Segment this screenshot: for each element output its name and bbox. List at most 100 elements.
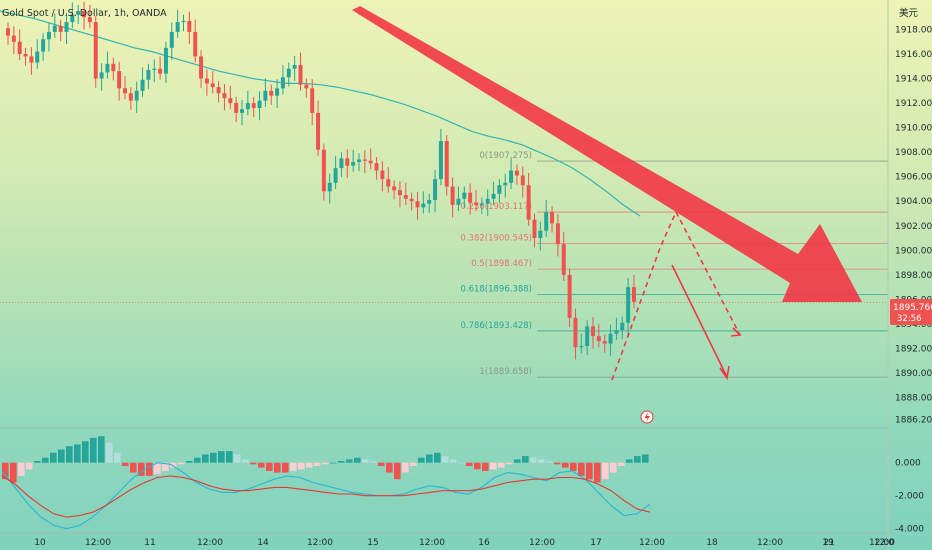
candle: [538, 221, 543, 251]
candle: [169, 22, 174, 61]
candle: [345, 149, 350, 178]
candle-body: [497, 185, 502, 194]
macd-histogram-bar: [322, 462, 329, 465]
candle: [17, 29, 22, 61]
fib-level-label: 0.786(1893.428): [460, 321, 532, 331]
macd-histogram-bar: [594, 462, 601, 483]
candle-body: [152, 68, 157, 70]
macd-histogram-bar: [82, 441, 89, 463]
candle-body: [35, 51, 40, 63]
candle-body: [479, 203, 484, 205]
candle-body: [380, 170, 385, 180]
macd-histogram-bar: [122, 462, 129, 466]
candle-body: [158, 68, 163, 74]
time-tick-label: 10: [34, 538, 46, 548]
candle: [444, 134, 449, 196]
projection-lines[interactable]: [611, 210, 742, 381]
macd-histogram-bar: [34, 461, 41, 463]
macd-histogram-bar: [458, 462, 465, 464]
candle: [105, 51, 110, 79]
candle: [427, 193, 432, 213]
candle-body: [263, 90, 268, 101]
candle-body: [163, 47, 168, 74]
candle: [596, 323, 601, 348]
candle: [128, 87, 133, 110]
macd-histogram-bar: [434, 452, 441, 463]
macd-histogram-bar: [18, 462, 25, 476]
candle: [58, 19, 63, 42]
macd-histogram-bar: [290, 462, 297, 471]
macd-histogram-bar: [466, 462, 473, 466]
candle: [240, 100, 244, 126]
candle: [234, 96, 239, 123]
macd-histogram-bar: [370, 461, 377, 463]
time-tick-label: 12:00: [419, 538, 445, 548]
candle: [438, 128, 443, 186]
candle-body: [397, 190, 402, 196]
candle-body: [567, 274, 572, 318]
candle: [392, 180, 397, 200]
time-tick-label: 11: [144, 538, 155, 548]
candle: [316, 100, 321, 156]
dashed-projection-head: [730, 327, 742, 337]
candle-body: [199, 56, 204, 79]
macd-histogram-bar: [570, 462, 577, 471]
candle-body: [275, 88, 280, 96]
bearish-arrow[interactable]: [352, 6, 862, 302]
macd-histogram-bar: [250, 462, 257, 465]
candle-body: [468, 192, 473, 203]
price-tick-label: 1918.000: [895, 25, 932, 35]
candlesticks[interactable]: [6, 1, 636, 360]
candle-body: [357, 159, 361, 162]
candle: [245, 90, 250, 116]
macd-histogram-bar: [538, 459, 545, 463]
alert-flash-icon[interactable]: [640, 410, 654, 424]
candle: [386, 166, 391, 193]
candle: [620, 316, 625, 340]
macd-pane[interactable]: 0.000 -2.000 -4.000: [0, 427, 924, 535]
macd-histogram-bar: [514, 459, 521, 463]
price-tick-label: 1898.000: [895, 271, 932, 281]
fibonacci-retracement[interactable]: 0(1907.275) 0.236(1903.117) 0.382(1900.545…: [0, 151, 888, 378]
candle: [503, 173, 508, 198]
candle: [421, 191, 426, 214]
candle-body: [175, 22, 180, 32]
time-tick-label: 12:0: [874, 538, 894, 548]
macd-pane-bg: [0, 428, 888, 532]
macd-histogram-bar: [66, 446, 73, 463]
candle: [544, 200, 549, 237]
candle-body: [292, 65, 297, 69]
candle: [520, 166, 525, 198]
macd-histogram-bar: [306, 462, 313, 468]
candle-body: [204, 78, 209, 84]
macd-histogram-bar: [106, 442, 113, 463]
moving-average: [0, 10, 641, 217]
time-axis[interactable]: 10 12:00 11 12:00 14 12:00 15 12:00 16 12:00 17 12:…: [0, 532, 895, 548]
candle: [29, 47, 34, 75]
time-tick-label: 14: [257, 538, 269, 548]
bearish-arrow-shape: [352, 6, 862, 302]
macd-histogram-bar: [634, 456, 641, 463]
candle: [204, 69, 209, 96]
candle: [368, 148, 373, 170]
candle-body: [99, 72, 104, 79]
candle-body: [438, 141, 443, 180]
candle: [181, 14, 186, 32]
candle-body: [193, 31, 198, 57]
candle: [550, 206, 555, 233]
candle: [286, 62, 291, 87]
macd-histogram-bar: [146, 462, 153, 476]
macd-histogram-bar: [98, 436, 105, 463]
candle-body: [316, 112, 321, 150]
candle-body: [362, 159, 367, 161]
candle: [23, 47, 28, 66]
candle: [485, 189, 490, 216]
candle-body: [222, 93, 227, 99]
chart-title: Gold Spot / U.S. Dollar, 1h, OANDA: [2, 8, 167, 19]
candle-body: [140, 79, 145, 91]
macd-histogram-bar: [298, 462, 305, 470]
candle-body: [76, 11, 81, 15]
candle: [257, 91, 262, 121]
candle: [117, 61, 122, 101]
